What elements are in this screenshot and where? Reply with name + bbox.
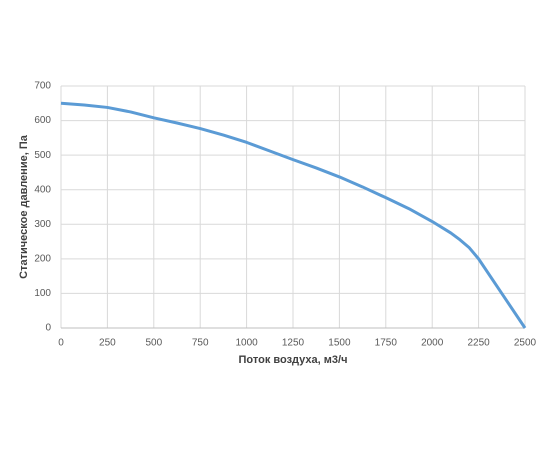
y-tick-label: 0 — [45, 323, 51, 334]
data-line — [60, 101, 527, 329]
x-tick-label: 1000 — [235, 338, 258, 349]
x-tick-label: 250 — [99, 338, 116, 349]
x-tick-label: 2500 — [514, 338, 537, 349]
x-tick-label: 500 — [145, 338, 162, 349]
y-tick-label: 300 — [34, 219, 51, 230]
x-tick-label: 1500 — [328, 338, 351, 349]
x-tick-label: 1250 — [282, 338, 305, 349]
x-tick-label: 0 — [58, 338, 64, 349]
x-axis-title: Поток воздуха, м3/ч — [239, 354, 348, 366]
y-tick-label: 100 — [34, 288, 51, 299]
y-tick-label: 600 — [34, 115, 51, 126]
y-tick-label: 500 — [34, 150, 51, 161]
x-tick-label: 1750 — [375, 338, 398, 349]
y-tick-label: 200 — [34, 253, 51, 264]
x-tick-label: 2000 — [421, 338, 444, 349]
x-tick-label: 2250 — [467, 338, 490, 349]
y-tick-label: 700 — [34, 81, 51, 92]
y-tick-label: 400 — [34, 184, 51, 195]
y-axis-title: Статическое давление, Па — [18, 134, 30, 279]
x-tick-label: 750 — [192, 338, 209, 349]
